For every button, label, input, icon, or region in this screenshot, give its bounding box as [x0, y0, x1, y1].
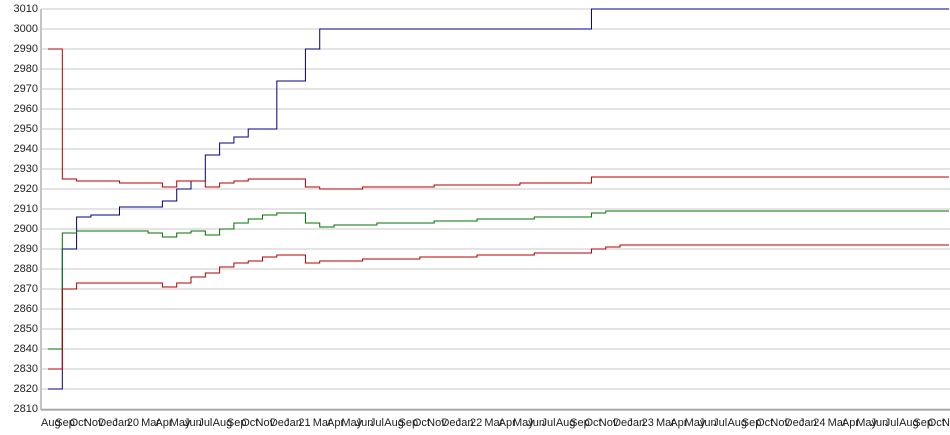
y-tick-label: 2840 — [14, 343, 38, 355]
y-tick-label: 2830 — [14, 363, 38, 375]
x-tick-label: Dec — [613, 417, 633, 429]
x-tick-label: Nov — [256, 417, 276, 429]
x-tick-label: Sep — [55, 417, 75, 429]
x-tick-label: Jun — [870, 417, 888, 429]
x-tick-label: 20 — [127, 417, 139, 429]
line-series — [48, 48, 949, 190]
y-tick-label: 2910 — [14, 203, 38, 215]
x-tick-label: Jul — [198, 417, 212, 429]
x-tick-label: May — [513, 417, 534, 429]
x-tick-label: Sep — [742, 417, 762, 429]
y-tick-label: 2880 — [14, 263, 38, 275]
x-tick-label: May — [856, 417, 877, 429]
y-tick-label: 2860 — [14, 303, 38, 315]
x-tick-label: Aug — [384, 417, 404, 429]
x-tick-label: Sep — [913, 417, 933, 429]
x-tick-label: Oct — [584, 417, 601, 429]
x-tick-label: Jan — [627, 417, 645, 429]
x-tick-label: Aug — [213, 417, 233, 429]
x-tick-label: 22 — [470, 417, 482, 429]
y-tick-label: 2950 — [14, 123, 38, 135]
x-tick-label: Jun — [699, 417, 717, 429]
x-tick-label: 24 — [813, 417, 825, 429]
x-tick-label: Nov — [84, 417, 104, 429]
x-tick-label: Nov — [599, 417, 619, 429]
y-tick-label: 2820 — [14, 383, 38, 395]
x-tick-label: Aug — [41, 417, 61, 429]
y-tick-label: 2850 — [14, 323, 38, 335]
y-tick-label: 3000 — [14, 23, 38, 35]
x-tick-label: May — [170, 417, 191, 429]
x-tick-label: Mar — [141, 417, 160, 429]
y-tick-label: 2970 — [14, 83, 38, 95]
x-tick-label: Jan — [284, 417, 302, 429]
x-tick-label: Sep — [399, 417, 419, 429]
x-tick-label: Dec — [785, 417, 805, 429]
x-tick-label: Oct — [928, 417, 945, 429]
x-tick-label: Oct — [756, 417, 773, 429]
x-tick-label: Jul — [885, 417, 899, 429]
x-tick-label: Apr — [670, 417, 687, 429]
x-tick-label: Dec — [98, 417, 118, 429]
y-tick-label: 2960 — [14, 103, 38, 115]
x-tick-label: Apr — [327, 417, 344, 429]
x-tick-label: Jun — [527, 417, 545, 429]
x-tick-label: 23 — [642, 417, 654, 429]
y-tick-label: 2900 — [14, 223, 38, 235]
x-tick-label: Jul — [713, 417, 727, 429]
x-tick-label: Aug — [899, 417, 919, 429]
x-tick-label: Mar — [656, 417, 675, 429]
line-series — [48, 8, 949, 390]
line-series — [48, 210, 949, 350]
y-tick-label: 2940 — [14, 143, 38, 155]
x-tick-label: Jul — [542, 417, 556, 429]
x-tick-label: May — [685, 417, 706, 429]
x-tick-label: Oct — [70, 417, 87, 429]
x-tick-label: Nov — [770, 417, 790, 429]
line-series — [48, 244, 949, 370]
x-tick-label: Mar — [828, 417, 847, 429]
x-tick-label: Jun — [356, 417, 374, 429]
x-tick-label: Mar — [484, 417, 503, 429]
x-tick-label: Apr — [842, 417, 859, 429]
x-tick-label: Sep — [227, 417, 247, 429]
y-tick-label: 2920 — [14, 183, 38, 195]
x-tick-label: Jan — [113, 417, 131, 429]
x-tick-label: Jan — [799, 417, 817, 429]
x-tick-label: 21 — [298, 417, 310, 429]
y-tick-label: 2890 — [14, 243, 38, 255]
x-tick-label: Nov — [942, 417, 950, 429]
y-tick-label: 2990 — [14, 43, 38, 55]
y-tick-label: 2980 — [14, 63, 38, 75]
x-tick-label: May — [341, 417, 362, 429]
x-tick-label: Oct — [241, 417, 258, 429]
x-tick-label: Dec — [270, 417, 290, 429]
x-tick-label: Jan — [456, 417, 474, 429]
x-tick-label: Mar — [313, 417, 332, 429]
x-tick-label: Oct — [413, 417, 430, 429]
x-tick-label: Apr — [155, 417, 172, 429]
x-tick-label: Nov — [427, 417, 447, 429]
y-tick-label: 2870 — [14, 283, 38, 295]
x-tick-label: Aug — [727, 417, 747, 429]
x-tick-label: Aug — [556, 417, 576, 429]
y-tick-label: 2810 — [14, 403, 38, 415]
y-tick-label: 3010 — [14, 3, 38, 15]
x-tick-label: Jun — [184, 417, 202, 429]
x-tick-label: Dec — [441, 417, 461, 429]
x-tick-label: Apr — [499, 417, 516, 429]
y-tick-label: 2930 — [14, 163, 38, 175]
x-tick-label: Jul — [370, 417, 384, 429]
x-tick-label: Sep — [570, 417, 590, 429]
